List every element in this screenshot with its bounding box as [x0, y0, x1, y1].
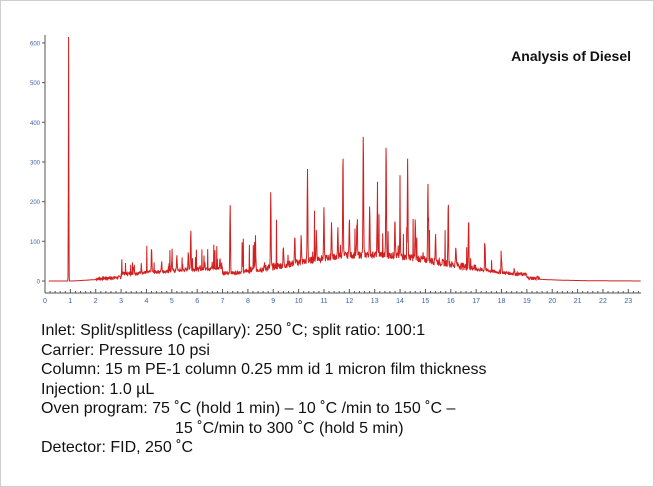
- x-tick-label: 20: [548, 298, 556, 305]
- x-tick-label: 3: [119, 298, 123, 305]
- x-tick-label: 12: [345, 298, 353, 305]
- x-tick-label: 14: [396, 298, 404, 305]
- y-tick-label: 100: [30, 240, 41, 246]
- x-tick-label: 11: [320, 298, 327, 305]
- x-tick-label: 10: [295, 298, 303, 305]
- x-tick-label: 22: [599, 298, 607, 305]
- carrier-note: Carrier: Pressure 10 psi: [41, 341, 210, 359]
- detector-note: Detector: FID, 250 ˚C: [41, 439, 194, 456]
- x-axis: 0 1 2 3 4 5 6 7 8 9 10 11 12 13 14 15 16 17 18 19 20 21 22 23: [43, 289, 641, 305]
- oven-program-note: Oven program: 75 ˚C (hold 1 min) – 10 ˚C…: [41, 400, 456, 417]
- chart-title: Analysis of Diesel: [511, 48, 631, 64]
- x-tick-label: 17: [472, 298, 480, 305]
- x-tick-label: 21: [574, 298, 582, 305]
- y-tick-label: 500: [30, 81, 41, 87]
- x-tick-label: 1: [68, 298, 72, 305]
- injection-note: Injection: 1.0 µL: [41, 380, 155, 398]
- y-axis: 0 100 200 300 400 500 600: [30, 35, 46, 289]
- x-tick-label: 9: [271, 298, 275, 305]
- y-tick-label: 200: [30, 200, 41, 206]
- oven-program-note-continued: 15 ˚C/min to 300 ˚C (hold 5 min): [175, 419, 404, 437]
- y-tick-label: 400: [30, 121, 41, 127]
- x-tick-label: 6: [195, 298, 199, 305]
- x-tick-label: 18: [498, 298, 506, 305]
- y-tick-label: 600: [30, 41, 41, 47]
- inlet-note: Inlet: Split/splitless (capillary): 250 …: [41, 322, 426, 339]
- x-tick-label: 5: [170, 298, 174, 305]
- x-tick-label: 16: [447, 298, 455, 305]
- x-tick-label: 2: [94, 298, 98, 305]
- method-notes: Inlet: Split/splitless (capillary): 250 …: [41, 321, 486, 458]
- x-tick-label: 0: [43, 298, 47, 305]
- x-tick-label: 8: [246, 298, 250, 305]
- column-note: Column: 15 m PE-1 column 0.25 mm id 1 mi…: [41, 361, 487, 378]
- x-tick-label: 13: [371, 298, 379, 305]
- y-tick-label: 300: [30, 160, 41, 166]
- chromatogram-trace: [48, 36, 641, 282]
- x-tick-label: 4: [144, 298, 148, 305]
- x-tick-label: 15: [422, 298, 430, 305]
- x-tick-label: 19: [523, 298, 531, 305]
- x-tick-label: 7: [221, 298, 225, 305]
- y-tick-label: 0: [37, 280, 41, 286]
- x-tick-label: 23: [624, 298, 632, 305]
